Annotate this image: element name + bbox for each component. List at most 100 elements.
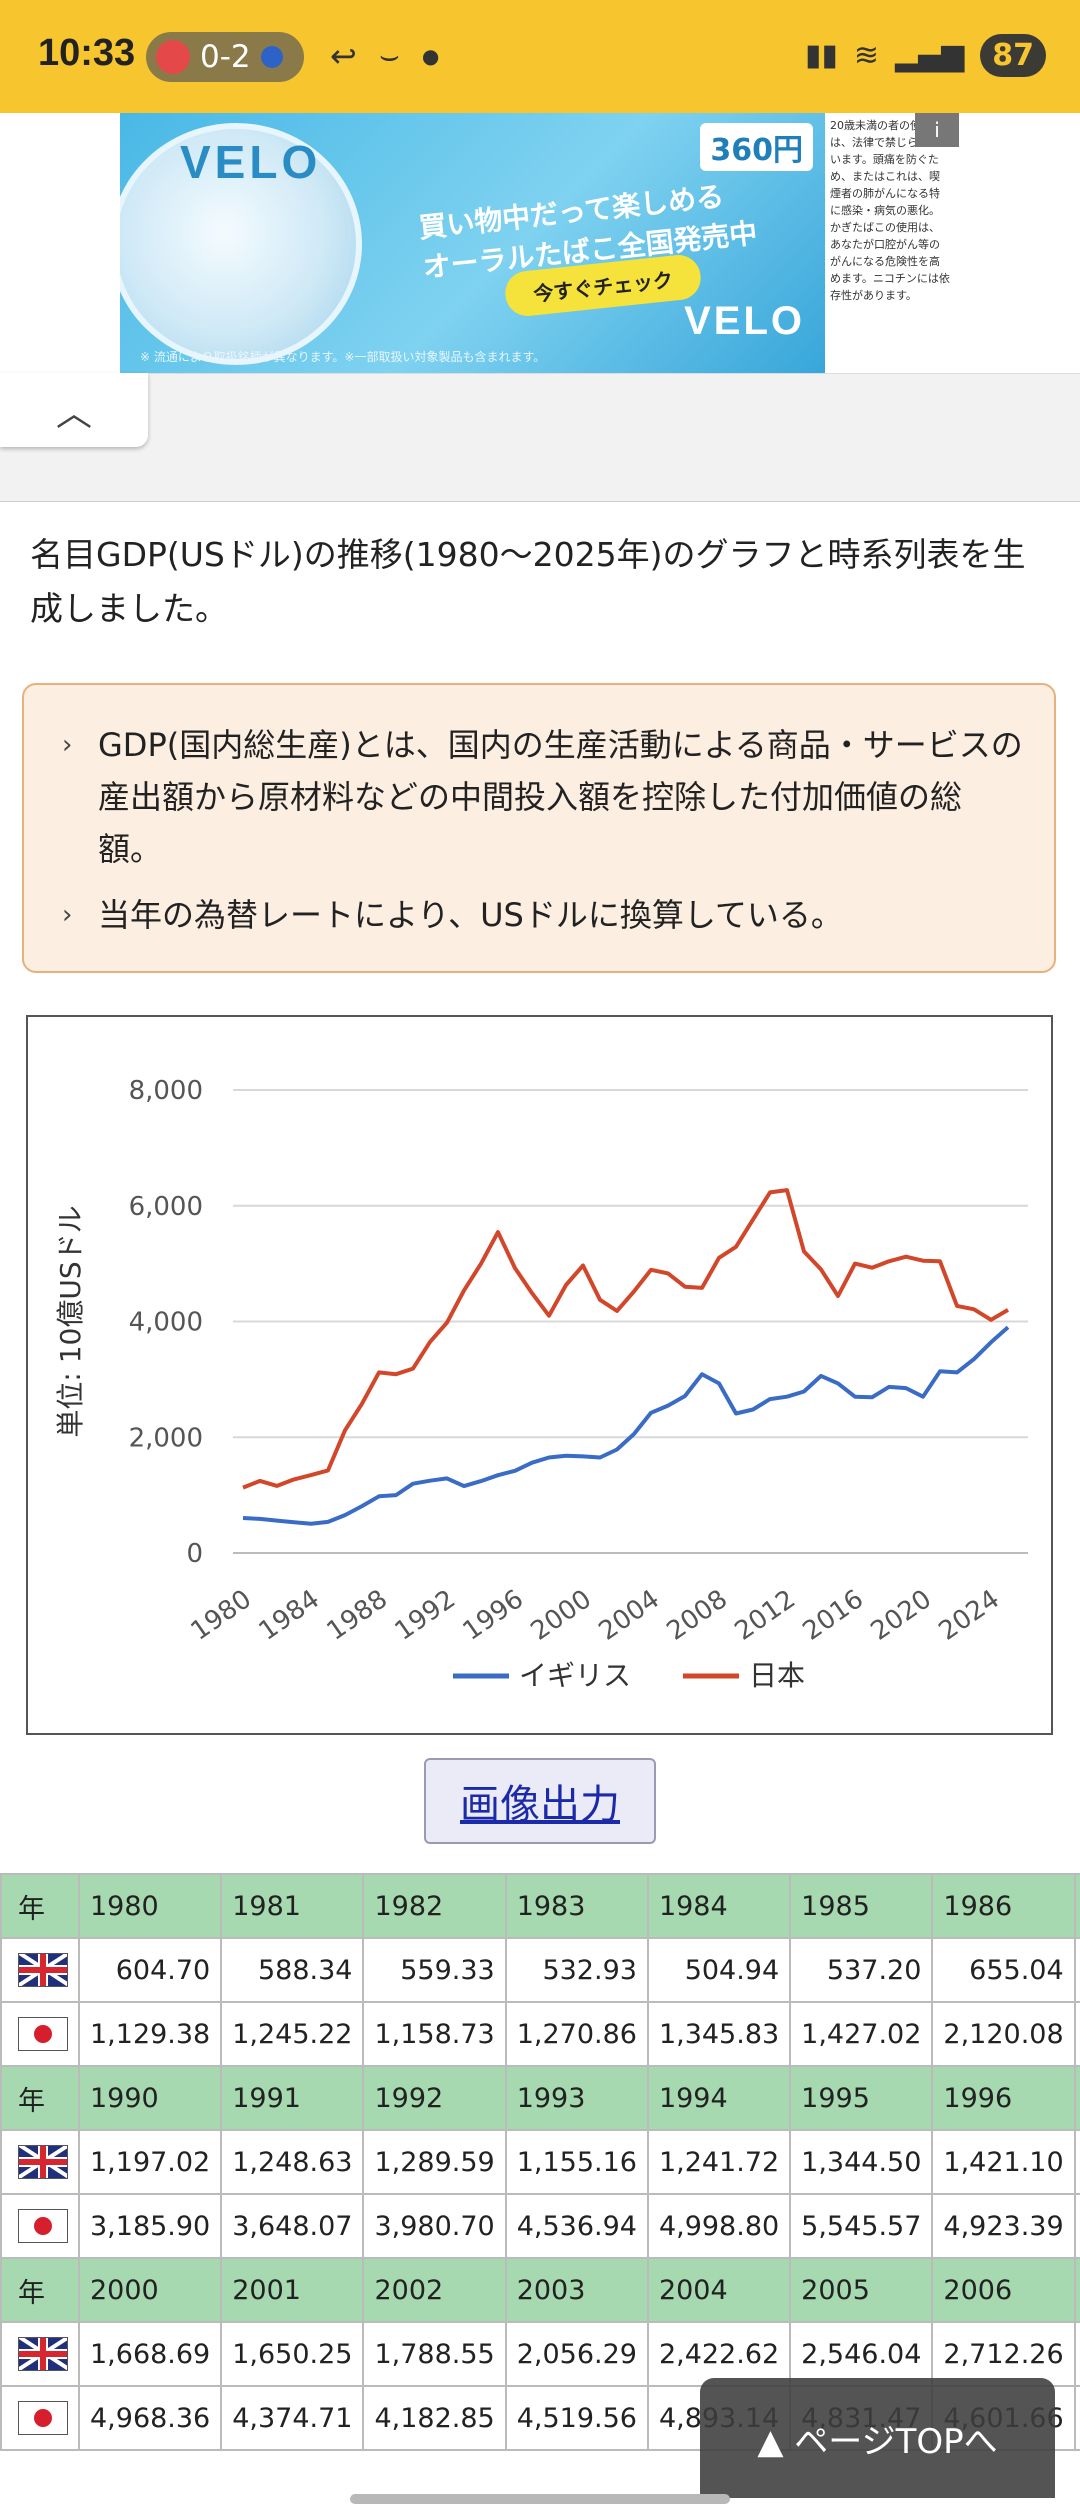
year-label-cell: 年 (0, 2065, 80, 2131)
ad-info-icon[interactable]: i (915, 113, 959, 147)
gdp-value-cell: 588.34 (220, 1937, 365, 2003)
note-text: GDP(国内総生産)とは、国内の生産活動による商品・サービスの産出額から原材料な… (98, 726, 1023, 868)
table-row-uk: 1,197.02 1,248.63 1,289.59 1,155.16 1,241.72… (0, 2129, 1080, 2195)
uk-flag-cell (0, 2129, 80, 2195)
ad-fine-print: ※ 流通により取扱銘柄が異なります。※一部取扱い対象製品も含まれます。 (140, 350, 546, 364)
x-tick-label: 2008 (662, 1584, 733, 1647)
y-tick-label: 6,000 (129, 1192, 203, 1222)
gdp-value-cell: 1,344.50 (789, 2129, 934, 2195)
gdp-value-cell: 4,374.71 (220, 2385, 365, 2451)
gdp-value-cell: 3,648.07 (220, 2193, 365, 2259)
ad-banner[interactable]: VELO 360円 買い物中だって楽しめる オーラルたばこ全国発売中 今すぐチェ… (120, 113, 825, 373)
collapse-ad-button[interactable]: ︿ (0, 373, 148, 447)
ad-banner-area: VELO 360円 買い物中だって楽しめる オーラルたばこ全国発売中 今すぐチェ… (0, 113, 1080, 373)
wifi-icon: ≋ (853, 38, 880, 73)
y-axis-label: 単位: 10億USドル (54, 1205, 87, 1437)
x-tick-label: 1992 (390, 1584, 461, 1647)
uk-flag-cell (0, 2321, 80, 2387)
year-cell: 2006 (931, 2257, 1076, 2323)
value-cell-overflow (1073, 2129, 1080, 2195)
note-text: 当年の為替レートにより、USドルに換算している。 (98, 896, 843, 934)
table-year-row: 年 2000 2001 2002 2003 2004 2005 2006 (0, 2257, 1080, 2323)
ad-price-badge: 360円 (700, 123, 813, 171)
legend-label: 日本 (749, 1659, 805, 1692)
year-cell: 1991 (220, 2065, 365, 2131)
year-cell: 1985 (789, 1873, 934, 1939)
value-cell-overflow (1073, 2321, 1080, 2387)
y-tick-label: 2,000 (129, 1423, 203, 1453)
table-row-uk: 604.70 588.34 559.33 532.93 504.94 537.20 655.… (0, 1937, 1080, 2003)
value-cell-overflow (1073, 1937, 1080, 2003)
legend-label: イギリス (519, 1659, 631, 1692)
gdp-value-cell: 1,245.22 (220, 2001, 365, 2067)
gdp-value-cell: 1,421.10 (931, 2129, 1076, 2195)
year-cell: 1990 (77, 2065, 223, 2131)
ad-collapse-strip (0, 373, 1080, 502)
gdp-value-cell: 4,968.36 (77, 2385, 223, 2451)
table-year-row: 年 1980 1981 1982 1983 1984 1985 1986 (0, 1873, 1080, 1939)
ad-warning-text: 20歳未満の者の使用は、法律で禁じられています。頭痛を防ぐため、またはこれは、喫… (830, 119, 950, 302)
book-icon: ▮▮ (804, 38, 838, 73)
x-tick-label: 2012 (730, 1584, 801, 1647)
x-tick-label: 1980 (186, 1584, 257, 1647)
x-tick-label: 1988 (322, 1584, 393, 1647)
signal-icon: ▂▄▆ (895, 38, 965, 73)
gdp-value-cell: 1,155.16 (504, 2129, 649, 2195)
gdp-value-cell: 1,289.59 (362, 2129, 507, 2195)
year-cell: 1992 (362, 2065, 507, 2131)
jp-flag-cell (0, 2193, 80, 2259)
note-box: › GDP(国内総生産)とは、国内の生産活動による商品・サービスの産出額から原材… (22, 683, 1056, 973)
gdp-chart: 0 2,000 4,000 6,000 8,000 1980 1984 1988 1992 199… (26, 1015, 1053, 1735)
note-item: › 当年の為替レートにより、USドルに換算している。 (54, 889, 1024, 941)
japan-flag-icon (18, 2209, 68, 2243)
x-tick-label: 2024 (934, 1584, 1005, 1647)
gdp-value-cell: 1,248.63 (220, 2129, 365, 2195)
gdp-value-cell: 1,270.86 (504, 2001, 649, 2067)
gdp-value-cell: 4,182.85 (362, 2385, 507, 2451)
year-cell: 1981 (220, 1873, 365, 1939)
gdp-value-cell: 2,422.62 (646, 2321, 792, 2387)
year-cell-overflow (1073, 2065, 1080, 2131)
page-top-button[interactable]: ▲ ページTOPへ (700, 2378, 1055, 2498)
year-cell-overflow (1073, 2257, 1080, 2323)
y-tick-label: 4,000 (129, 1308, 203, 1338)
gdp-value-cell: 532.93 (504, 1937, 649, 2003)
year-cell: 2002 (362, 2257, 507, 2323)
notification-icons: ↩ ⌣ ● (330, 36, 439, 75)
gdp-value-cell: 2,056.29 (504, 2321, 649, 2387)
year-cell: 1983 (504, 1873, 649, 1939)
gdp-value-cell: 1,668.69 (77, 2321, 223, 2387)
image-export-button[interactable]: 画像出力 (424, 1758, 656, 1844)
uk-flag-icon (18, 2145, 68, 2179)
gdp-value-cell: 4,923.39 (931, 2193, 1076, 2259)
gesture-nav-bar[interactable] (350, 2494, 730, 2504)
gdp-value-cell: 4,998.80 (646, 2193, 792, 2259)
ad-brand-logo-2: VELO (684, 299, 805, 343)
gdp-value-cell: 1,788.55 (362, 2321, 507, 2387)
gdp-value-cell: 2,120.08 (931, 2001, 1076, 2067)
ad-brand-logo: VELO (180, 136, 322, 188)
value-cell-overflow (1073, 2193, 1080, 2259)
table-row-uk: 1,668.69 1,650.25 1,788.55 2,056.29 2,422.62… (0, 2321, 1080, 2387)
gdp-table: 年 1980 1981 1982 1983 1984 1985 1986 604.70 588.3… (0, 1873, 1080, 2451)
live-score-pill[interactable]: 0-2 (146, 32, 304, 82)
x-tick-label: 1996 (458, 1584, 529, 1647)
table-row-jp: 3,185.90 3,648.07 3,980.70 4,536.94 4,998.80… (0, 2193, 1080, 2259)
japan-flag-icon (18, 2017, 68, 2051)
team-logo-icon (156, 40, 190, 74)
gdp-value-cell: 1,650.25 (220, 2321, 365, 2387)
dot-icon: ● (421, 43, 440, 68)
jp-flag-cell (0, 2001, 80, 2067)
battery-indicator: 87 (980, 34, 1046, 77)
value-cell-overflow (1073, 2385, 1080, 2451)
gdp-value-cell: 5,545.57 (789, 2193, 934, 2259)
amazon-icon: ⌣ (378, 36, 400, 74)
jp-flag-cell (0, 2385, 80, 2451)
gdp-value-cell: 4,519.56 (504, 2385, 649, 2451)
gdp-value-cell: 537.20 (789, 1937, 934, 2003)
x-tick-label: 1984 (254, 1584, 325, 1647)
year-label-cell: 年 (0, 2257, 80, 2323)
table-row-jp: 1,129.38 1,245.22 1,158.73 1,270.86 1,345.83… (0, 2001, 1080, 2067)
table-year-row: 年 1990 1991 1992 1993 1994 1995 1996 (0, 2065, 1080, 2131)
gdp-value-cell: 504.94 (646, 1937, 792, 2003)
